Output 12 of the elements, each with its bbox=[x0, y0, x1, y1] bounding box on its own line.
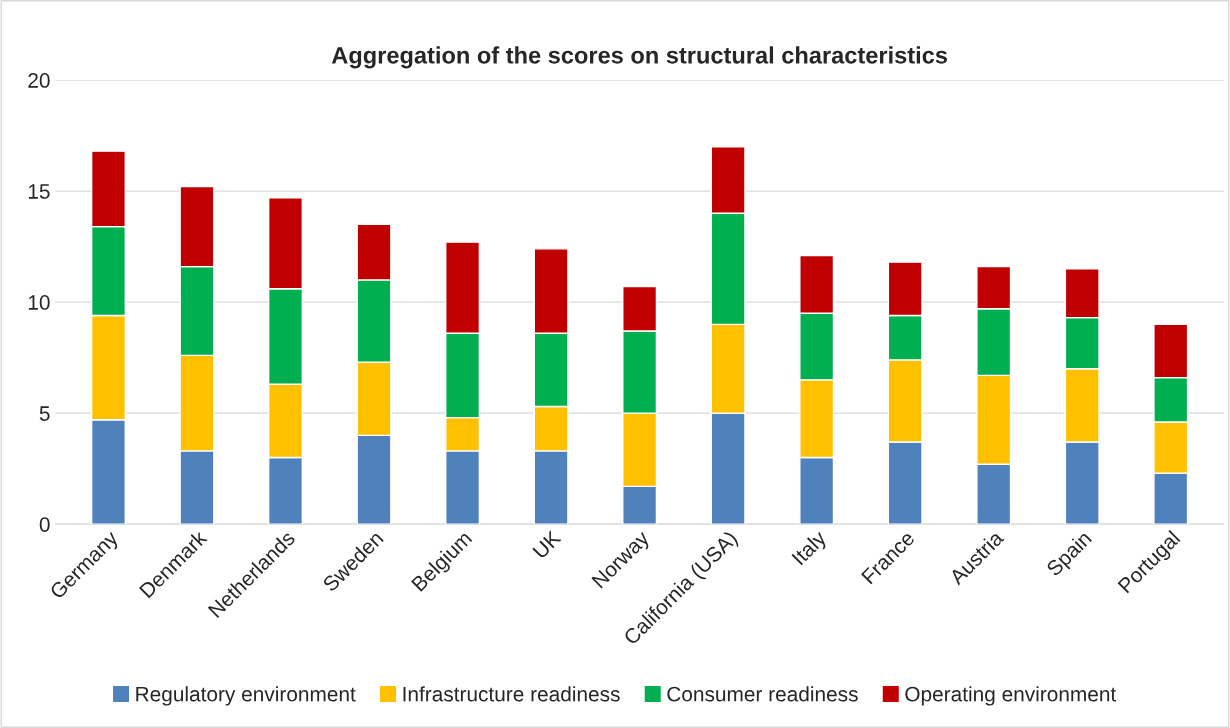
y-tick-label: 5 bbox=[39, 406, 50, 421]
legend-label: Operating environment bbox=[905, 686, 1117, 706]
chart-title: Aggregation of the scores on structural characteristics bbox=[331, 46, 947, 69]
y-tick-label: 20 bbox=[28, 73, 50, 88]
x-tick-label: Italy bbox=[790, 529, 831, 569]
legend-label: Regulatory environment bbox=[136, 686, 356, 706]
legend-label: Consumer readiness bbox=[667, 686, 858, 702]
y-tick-label: 0 bbox=[39, 517, 50, 532]
y-tick-label: 10 bbox=[28, 295, 50, 310]
legend-label: Infrastructure readiness bbox=[403, 686, 620, 702]
y-tick-label: 15 bbox=[28, 184, 50, 199]
x-tick-label: UK bbox=[532, 529, 562, 560]
